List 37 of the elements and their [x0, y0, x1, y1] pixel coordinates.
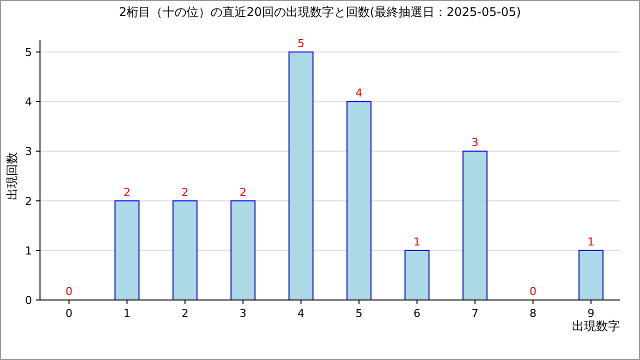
y-tick-label: 0 [25, 294, 32, 307]
y-tick-label: 4 [25, 96, 32, 109]
data-label: 0 [530, 285, 536, 298]
x-tick-label: 1 [124, 307, 130, 320]
x-tick-label: 2 [182, 307, 188, 320]
bar [404, 250, 430, 300]
y-tick-label: 2 [25, 194, 32, 208]
x-tick-label: 8 [530, 307, 536, 320]
chart-title: 2桁目（十の位）の直近20回の出現数字と回数(最終抽選日：2025-05-05) [118, 5, 522, 19]
bar [230, 200, 256, 300]
bar [288, 52, 314, 300]
bar [346, 101, 372, 300]
bar [462, 150, 488, 300]
y-axis-title: 出現回数 [5, 152, 19, 200]
bar [114, 200, 140, 300]
x-tick-label: 7 [472, 307, 478, 320]
x-tick-label: 9 [588, 307, 594, 320]
y-tick-label: 3 [25, 145, 32, 158]
x-tick-label: 6 [414, 307, 420, 320]
x-tick-label: 3 [240, 307, 246, 320]
x-tick-label: 0 [66, 307, 72, 320]
y-tick-label: 1 [25, 244, 32, 258]
bar [172, 200, 198, 300]
bar [578, 250, 604, 300]
x-tick-label: 4 [298, 307, 304, 320]
data-label: 1 [588, 235, 594, 248]
y-tick-label: 5 [25, 46, 32, 59]
data-label: 2 [124, 186, 130, 199]
data-label: 0 [66, 285, 72, 298]
data-label: 3 [472, 136, 478, 150]
data-label: 2 [182, 186, 188, 199]
x-axis-title: 出現数字 [572, 319, 620, 333]
data-label: 2 [240, 186, 246, 199]
data-label: 1 [414, 235, 420, 248]
x-tick-label: 5 [356, 307, 362, 320]
data-label: 4 [356, 86, 362, 100]
data-label: 5 [298, 37, 304, 50]
